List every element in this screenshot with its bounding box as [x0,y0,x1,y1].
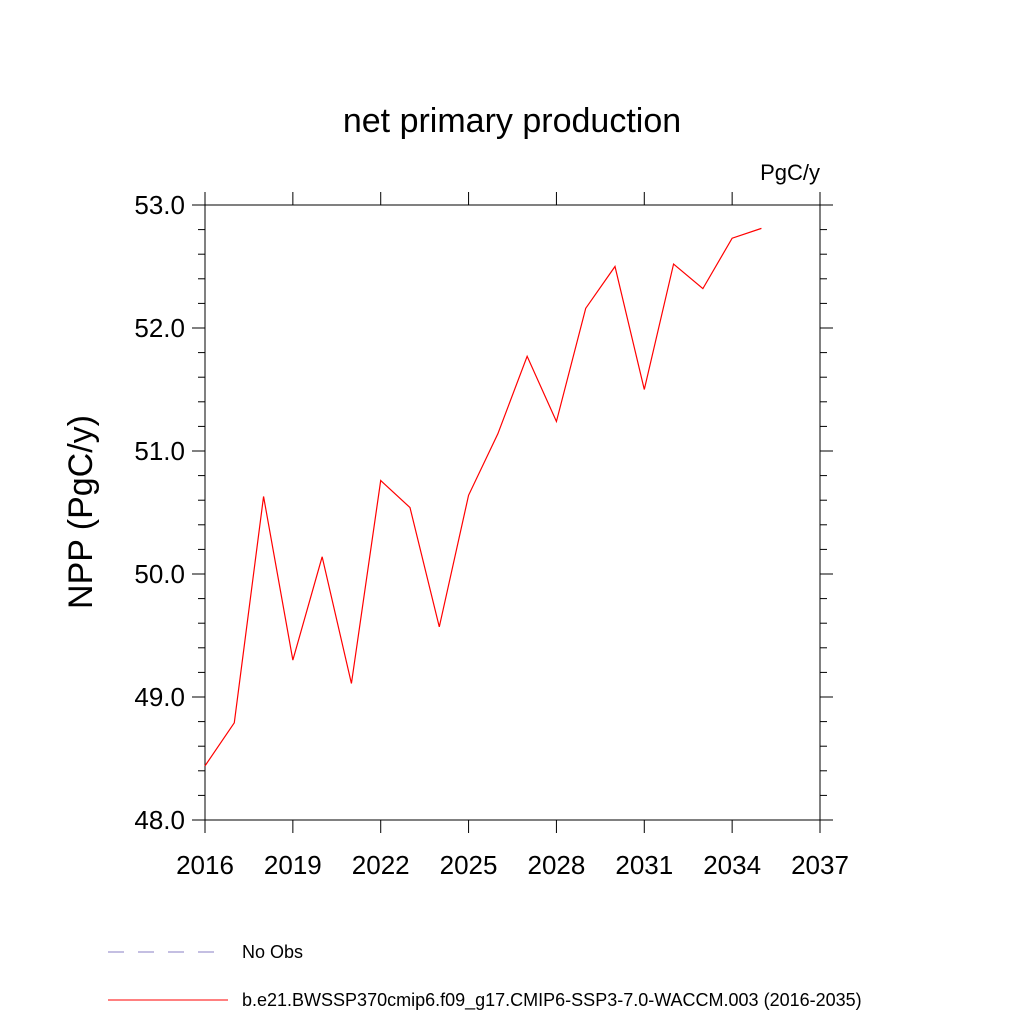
x-tick-label: 2037 [791,850,849,880]
x-tick-label: 2031 [615,850,673,880]
chart-title: net primary production [343,102,681,140]
x-tick-label: 2025 [440,850,498,880]
legend: No Obs b.e21.BWSSP370cmip6.f09_g17.CMIP6-… [108,942,862,1011]
x-tick-label: 2028 [528,850,586,880]
axis-ticks [192,192,833,833]
y-tick-label: 51.0 [134,436,185,466]
y-tick-label: 49.0 [134,682,185,712]
series-layer [204,227,762,767]
y-tick-label: 53.0 [134,190,185,220]
series-line [204,227,762,767]
x-tick-label: 2019 [264,850,322,880]
x-tick-label: 2016 [176,850,234,880]
plot-frame [204,204,821,821]
legend-label: b.e21.BWSSP370cmip6.f09_g17.CMIP6-SSP3-7… [242,990,862,1011]
y-tick-label: 52.0 [134,313,185,343]
x-tick-labels: 2016 2019 2022 2025 2028 2031 2034 2037 [176,850,849,880]
units-label: PgC/y [760,160,820,185]
x-tick-label: 2022 [352,850,410,880]
y-tick-labels: 48.0 49.0 50.0 51.0 52.0 53.0 [134,190,185,835]
y-tick-label: 50.0 [134,559,185,589]
y-axis-label: NPP (PgC/y) [62,415,100,609]
x-tick-label: 2034 [703,850,761,880]
y-tick-label: 48.0 [134,805,185,835]
legend-label: No Obs [242,942,303,962]
